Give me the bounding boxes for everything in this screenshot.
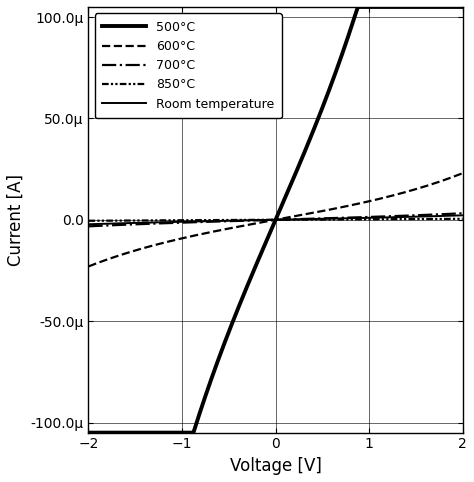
850°C — [246, 217, 252, 223]
500°C — [430, 4, 436, 10]
Line: 850°C: 850°C — [89, 219, 463, 221]
850°C — [243, 217, 248, 223]
Room temperature — [430, 214, 436, 219]
500°C — [86, 430, 91, 436]
850°C — [264, 217, 269, 223]
700°C — [264, 217, 269, 223]
600°C — [246, 222, 252, 228]
X-axis label: Voltage [V]: Voltage [V] — [229, 457, 321, 475]
600°C — [243, 222, 248, 228]
Room temperature — [264, 217, 269, 223]
850°C — [430, 216, 436, 222]
500°C — [460, 4, 465, 10]
700°C — [86, 224, 91, 229]
500°C — [246, 280, 252, 285]
Room temperature — [448, 213, 454, 218]
700°C — [430, 212, 436, 217]
700°C — [357, 214, 363, 220]
Room temperature — [243, 217, 248, 223]
500°C — [448, 4, 454, 10]
Line: 600°C: 600°C — [89, 173, 463, 267]
600°C — [86, 264, 91, 269]
850°C — [86, 218, 91, 224]
600°C — [448, 174, 454, 180]
Y-axis label: Current [A]: Current [A] — [7, 174, 25, 266]
850°C — [357, 216, 363, 222]
600°C — [357, 201, 363, 206]
700°C — [246, 218, 252, 224]
Room temperature — [86, 221, 91, 227]
700°C — [448, 211, 454, 217]
700°C — [460, 210, 465, 216]
500°C — [355, 4, 361, 10]
Line: 500°C: 500°C — [89, 7, 463, 433]
850°C — [448, 216, 454, 222]
Line: 700°C: 700°C — [89, 213, 463, 227]
Legend: 500°C, 600°C, 700°C, 850°C, Room temperature: 500°C, 600°C, 700°C, 850°C, Room tempera… — [95, 13, 282, 118]
850°C — [460, 216, 465, 222]
600°C — [264, 219, 269, 225]
500°C — [264, 239, 269, 244]
Room temperature — [246, 217, 252, 223]
500°C — [357, 4, 363, 10]
600°C — [460, 170, 465, 176]
Room temperature — [460, 213, 465, 218]
600°C — [430, 181, 436, 187]
Room temperature — [357, 215, 363, 221]
500°C — [243, 287, 248, 293]
Line: Room temperature: Room temperature — [89, 215, 463, 224]
700°C — [243, 218, 248, 224]
